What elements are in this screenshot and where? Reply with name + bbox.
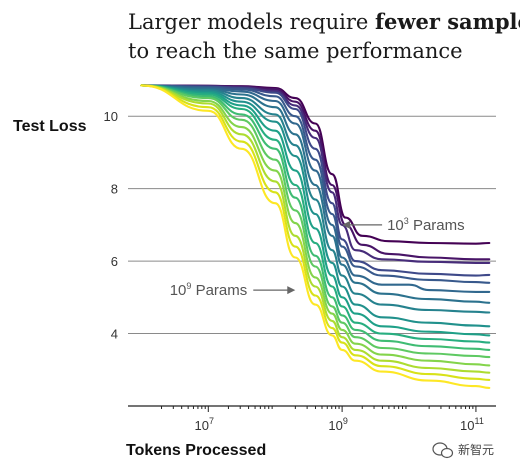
wechat-icon: [432, 442, 454, 459]
x-axis-title: Tokens Processed: [126, 442, 266, 459]
x-tick-label: 107: [195, 416, 214, 433]
series-line-7: [140, 84, 491, 304]
y-tick-labels: 10 8 6 4: [104, 109, 118, 341]
series-line-6: [140, 84, 491, 293]
x-ticks: 107 109 1011: [161, 406, 484, 433]
series-line-3: [140, 84, 491, 264]
series-line-13: [140, 84, 491, 359]
series-line-17: [140, 84, 491, 389]
x-tick-label: 1011: [460, 416, 484, 433]
series-line-9: [140, 84, 491, 328]
watermark: 新智元: [432, 442, 494, 459]
grid-lines: [128, 115, 496, 335]
annotation-large-model: 109 Params: [170, 281, 248, 299]
series-line-16: [140, 84, 491, 381]
series-line-15: [140, 84, 491, 374]
chart-title-line1: Larger models require fewer samples: [128, 9, 520, 34]
series-line-5: [140, 84, 491, 284]
y-axis-title: Test Loss: [13, 118, 87, 135]
series-line-8: [140, 84, 491, 314]
y-tick-label: 4: [111, 327, 118, 342]
series-line-4: [140, 84, 491, 277]
chart-title-line2: to reach the same performance: [128, 39, 463, 63]
series-line-10: [140, 84, 491, 337]
annotation-arrowhead-small-model: [342, 220, 351, 229]
series-line-11: [140, 84, 491, 344]
y-tick-label: 8: [111, 182, 118, 197]
annotation-arrowhead-large-model: [287, 286, 296, 295]
y-tick-label: 10: [104, 109, 118, 124]
annotation-small-model: 103 Params: [387, 216, 465, 234]
watermark-text: 新智元: [458, 442, 494, 457]
series-lines: [140, 84, 491, 389]
series-line-14: [140, 84, 491, 367]
annotations: 103 Params 109 Params: [170, 216, 465, 299]
x-tick-label: 109: [328, 416, 347, 433]
y-tick-label: 6: [111, 254, 118, 269]
series-line-12: [140, 84, 491, 351]
